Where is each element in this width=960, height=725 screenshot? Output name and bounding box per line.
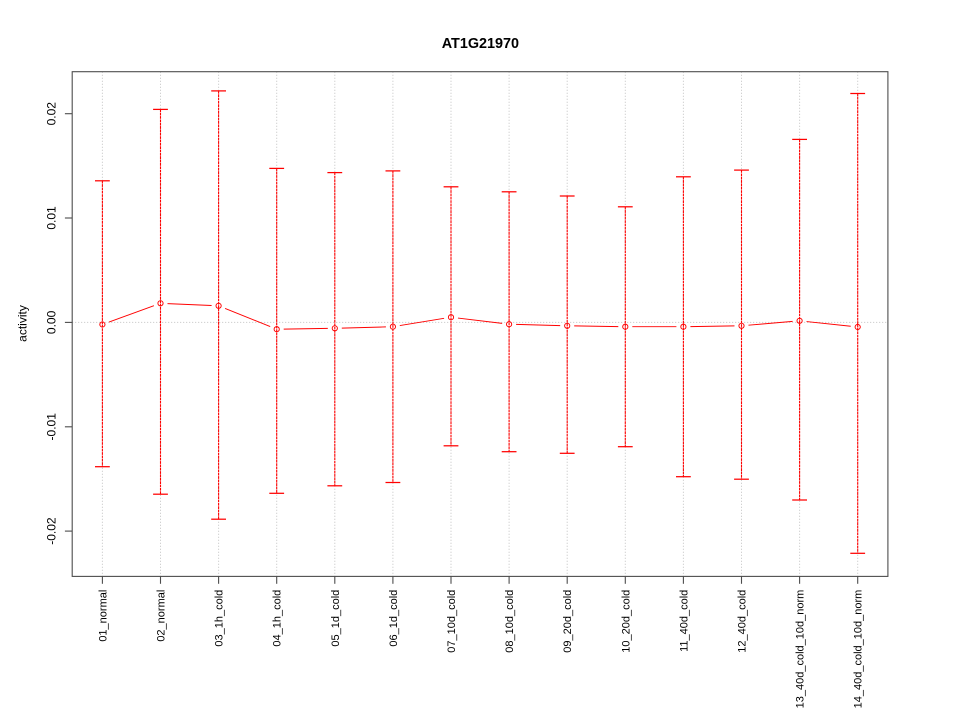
svg-text:06_1d_cold: 06_1d_cold	[388, 590, 400, 647]
svg-text:02_normal: 02_normal	[156, 590, 168, 642]
svg-text:0.01: 0.01	[45, 206, 59, 230]
svg-text:-0.01: -0.01	[45, 413, 59, 441]
svg-text:07_10d_cold: 07_10d_cold	[446, 590, 458, 653]
svg-text:13_40d_cold_10d_norm: 13_40d_cold_10d_norm	[795, 590, 807, 709]
svg-text:09_20d_cold: 09_20d_cold	[562, 590, 574, 653]
svg-text:01_normal: 01_normal	[97, 590, 109, 642]
svg-text:activity: activity	[16, 305, 30, 342]
svg-text:10_20d_cold: 10_20d_cold	[620, 590, 632, 653]
svg-text:14_40d_cold_10d_norm: 14_40d_cold_10d_norm	[853, 590, 865, 709]
svg-text:11_40d_cold: 11_40d_cold	[678, 590, 690, 652]
svg-text:05_1d_cold: 05_1d_cold	[330, 590, 342, 647]
svg-text:-0.02: -0.02	[45, 517, 59, 545]
svg-text:12_40d_cold: 12_40d_cold	[737, 590, 749, 653]
svg-text:0.02: 0.02	[45, 102, 59, 126]
svg-text:03_1h_cold: 03_1h_cold	[214, 590, 226, 647]
svg-text:08_10d_cold: 08_10d_cold	[504, 590, 516, 653]
svg-text:04_1h_cold: 04_1h_cold	[272, 590, 284, 647]
svg-text:AT1G21970: AT1G21970	[442, 36, 519, 52]
svg-text:0.00: 0.00	[45, 310, 59, 334]
